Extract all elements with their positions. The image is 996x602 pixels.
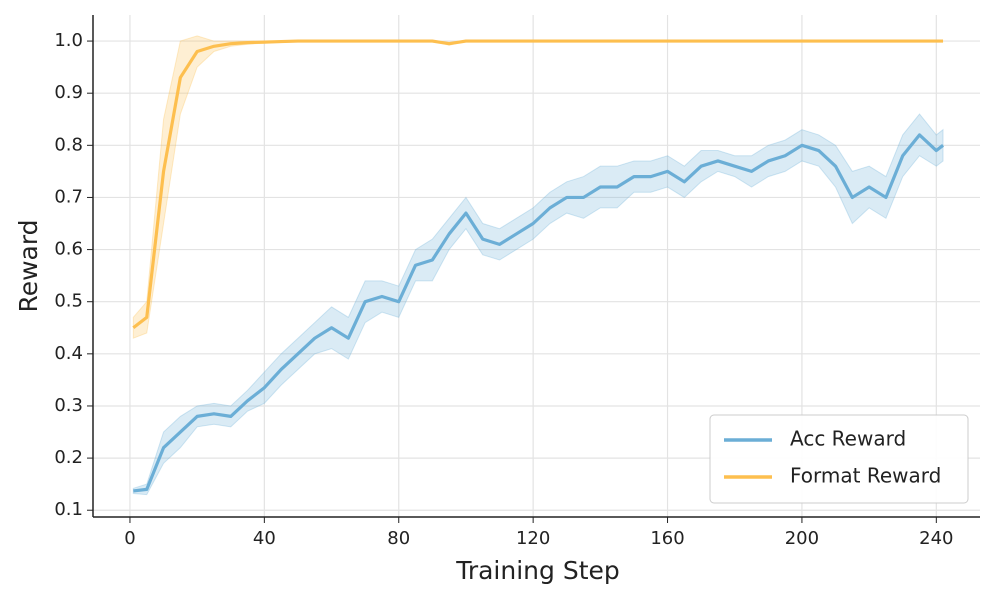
x-axis-label: Training Step (455, 556, 620, 585)
y-tick-label: 0.9 (54, 82, 83, 103)
y-tick-label: 1.0 (54, 30, 83, 51)
error-band (132, 35, 944, 339)
y-tick-label: 0.4 (54, 343, 83, 364)
legend-box (709, 414, 969, 504)
error-band (132, 113, 944, 496)
y-tick-label: 0.7 (54, 186, 83, 207)
data-line (132, 39, 944, 330)
y-axis-label: Reward (14, 219, 43, 312)
x-tick-label: 240 (919, 528, 953, 549)
legend-label: Acc Reward (790, 427, 906, 451)
x-tick-label: 160 (650, 528, 684, 549)
y-tick-label: 0.6 (54, 239, 83, 260)
x-tick-label: 40 (253, 528, 276, 549)
x-tick-label: 120 (516, 528, 550, 549)
y-tick-label: 0.3 (54, 395, 83, 416)
data-line (133, 133, 945, 493)
x-tick-label: 80 (387, 528, 410, 549)
y-tick-label: 0.1 (54, 499, 83, 520)
y-tick-label: 0.8 (54, 134, 83, 155)
x-tick-label: 0 (124, 528, 135, 549)
y-tick-label: 0.2 (54, 447, 83, 468)
x-tick-label: 200 (785, 528, 819, 549)
legend-label: Format Reward (790, 464, 941, 488)
y-tick-label: 0.5 (54, 291, 83, 312)
